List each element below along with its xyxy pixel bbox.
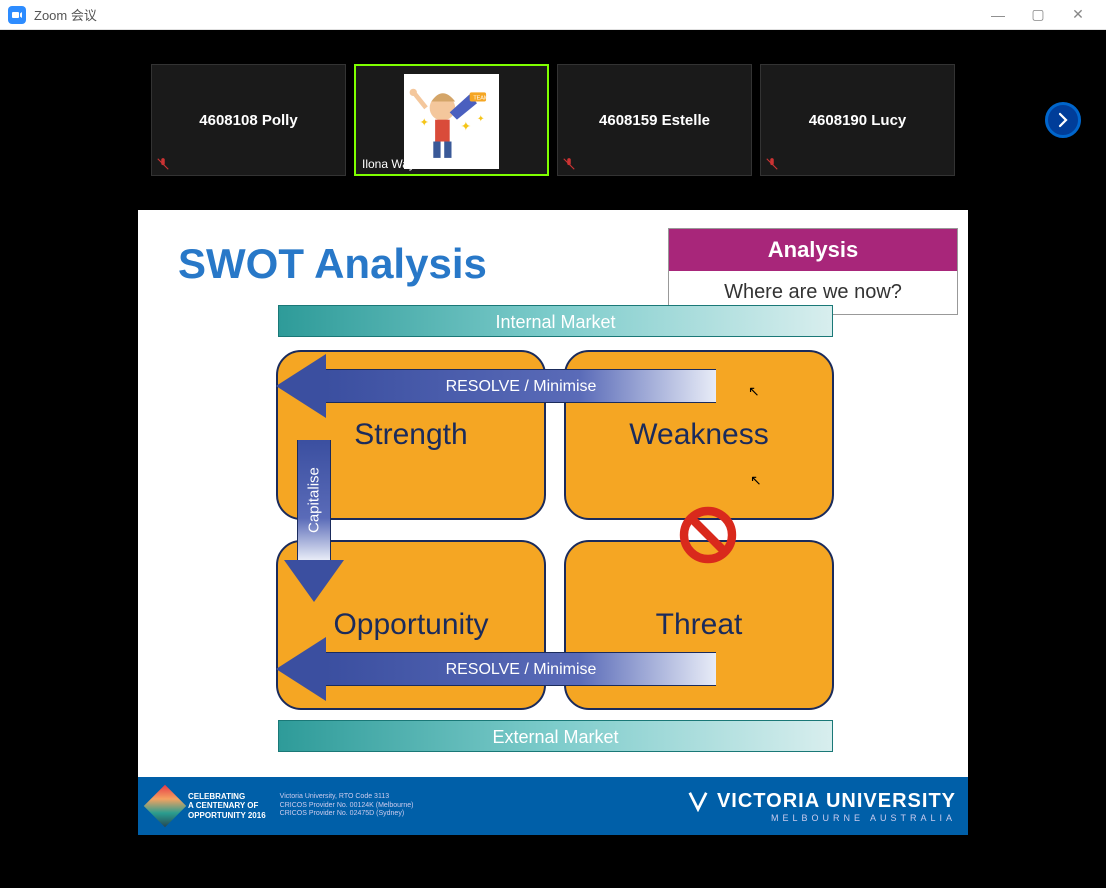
arrow-label: Capitalise xyxy=(297,440,331,560)
swot-label: Opportunity xyxy=(333,608,488,642)
no-entry-icon xyxy=(678,505,738,565)
presentation-slide: SWOT Analysis Analysis Where are we now?… xyxy=(138,210,968,835)
muted-mic-icon xyxy=(765,157,779,171)
footer-university: VICTORIA UNIVERSITY MELBOURNE AUSTRALIA xyxy=(687,790,956,823)
chevron-right-icon xyxy=(1054,111,1072,129)
arrow-head-icon xyxy=(276,637,326,701)
vu-logo-icon xyxy=(687,790,709,812)
muted-mic-icon xyxy=(156,157,170,171)
window-controls: — ▢ ✕ xyxy=(978,1,1098,29)
swot-label: Strength xyxy=(354,418,467,452)
participant-tile[interactable]: 4608190 Lucy xyxy=(760,64,955,176)
swot-label: Threat xyxy=(656,608,743,642)
slide-title: SWOT Analysis xyxy=(178,240,487,288)
participant-tile[interactable]: 4608159 Estelle xyxy=(557,64,752,176)
university-name: VICTORIA UNIVERSITY xyxy=(717,790,956,813)
svg-text:✦: ✦ xyxy=(477,114,485,124)
muted-mic-icon xyxy=(562,157,576,171)
participant-label: Ilona Way xyxy=(358,156,419,172)
participant-name: 4608159 Estelle xyxy=(599,112,710,129)
footer-brand-text: CELEBRATING A CENTENARY OF OPPORTUNITY 2… xyxy=(188,792,266,821)
centenary-logo-icon xyxy=(144,785,186,827)
close-button[interactable]: ✕ xyxy=(1058,1,1098,29)
participant-name: 4608190 Lucy xyxy=(809,112,907,129)
footer-left: CELEBRATING A CENTENARY OF OPPORTUNITY 2… xyxy=(150,791,414,821)
footer-legal-text: Victoria University, RTO Code 3113 CRICO… xyxy=(280,793,414,818)
analysis-callout: Analysis Where are we now? xyxy=(668,228,958,315)
zoom-app-icon xyxy=(8,6,26,24)
participant-name: 4608108 Polly xyxy=(199,112,297,129)
participant-gallery: 4608108 Polly TEAM ✦ ✦ ✦ xyxy=(0,30,1106,210)
participant-avatar: TEAM ✦ ✦ ✦ xyxy=(404,74,499,169)
svg-text:TEAM: TEAM xyxy=(473,96,489,102)
arrow-head-icon xyxy=(276,354,326,418)
participant-tile[interactable]: TEAM ✦ ✦ ✦ Ilona Way xyxy=(354,64,549,176)
university-subtitle: MELBOURNE AUSTRALIA xyxy=(687,813,956,823)
resolve-arrow-top: RESOLVE / Minimise xyxy=(276,365,716,407)
arrow-head-icon xyxy=(284,560,344,602)
swot-label: Weakness xyxy=(629,418,769,452)
arrow-label: RESOLVE / Minimise xyxy=(326,369,716,403)
participant-tile[interactable]: 4608108 Polly xyxy=(151,64,346,176)
maximize-button[interactable]: ▢ xyxy=(1018,1,1058,29)
svg-text:✦: ✦ xyxy=(461,119,472,134)
arrow-label: RESOLVE / Minimise xyxy=(326,652,716,686)
window-title-bar: Zoom 会议 — ▢ ✕ xyxy=(0,0,1106,30)
svg-text:✦: ✦ xyxy=(420,117,429,129)
next-page-button[interactable] xyxy=(1045,102,1081,138)
external-market-label: External Market xyxy=(278,720,833,752)
internal-market-label: Internal Market xyxy=(278,305,833,337)
slide-footer: CELEBRATING A CENTENARY OF OPPORTUNITY 2… xyxy=(138,777,968,835)
window-title: Zoom 会议 xyxy=(34,5,978,24)
resolve-arrow-bottom: RESOLVE / Minimise xyxy=(276,648,716,690)
capitalise-arrow: Capitalise xyxy=(293,440,335,602)
analysis-header: Analysis xyxy=(669,229,957,271)
shared-screen-area: SWOT Analysis Analysis Where are we now?… xyxy=(0,210,1106,888)
minimize-button[interactable]: — xyxy=(978,1,1018,29)
